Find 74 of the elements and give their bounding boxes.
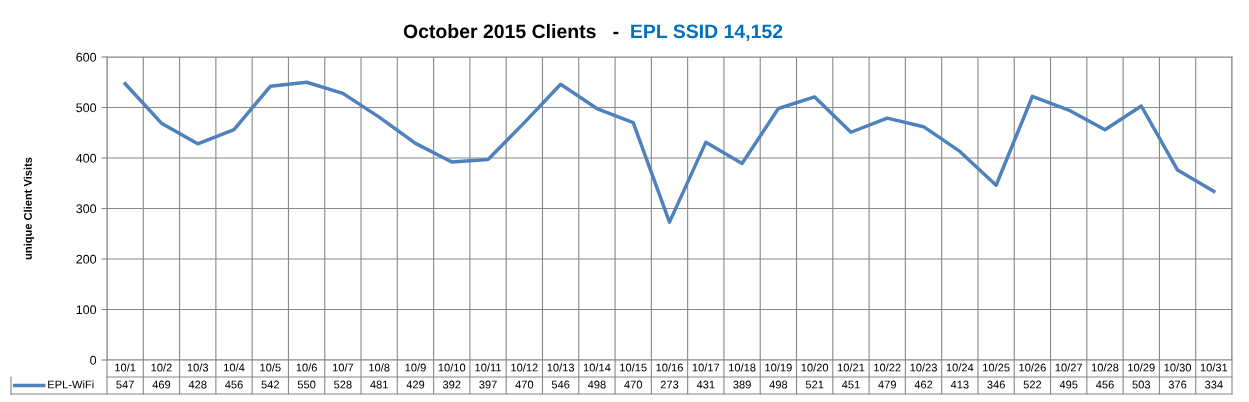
y-axis-title: unique Client Visits — [23, 157, 35, 260]
data-label: 522 — [1023, 380, 1042, 389]
y-tick-label: 600 — [76, 52, 97, 62]
x-tick-label: 10/28 — [1091, 363, 1119, 372]
x-tick-label: 10/17 — [692, 363, 720, 372]
data-label: 429 — [406, 380, 425, 389]
data-label: 470 — [624, 380, 643, 389]
data-label: 479 — [878, 380, 896, 389]
legend-label: EPL-WiFi — [48, 380, 94, 389]
x-tick-label: 10/12 — [511, 363, 538, 372]
data-label: 413 — [950, 380, 969, 389]
x-tick-label: 10/3 — [187, 363, 209, 372]
data-label: 389 — [733, 380, 751, 389]
data-label: 546 — [551, 380, 570, 389]
x-tick-label: 10/27 — [1055, 363, 1083, 372]
data-label: 392 — [442, 380, 461, 389]
x-tick-label: 10/20 — [801, 363, 829, 372]
x-tick-label: 10/14 — [583, 363, 611, 372]
data-label: 451 — [841, 380, 860, 389]
x-tick-label: 10/24 — [946, 363, 974, 372]
data-label: 456 — [225, 380, 243, 389]
data-label: 495 — [1059, 380, 1078, 389]
data-label: 498 — [769, 380, 788, 389]
x-tick-label: 10/5 — [260, 363, 281, 372]
y-tick-label: 400 — [76, 153, 97, 163]
data-label: 456 — [1095, 380, 1114, 389]
x-tick-label: 10/13 — [547, 363, 575, 372]
data-label: 498 — [587, 380, 606, 389]
x-tick-label: 10/31 — [1200, 363, 1228, 372]
line-series — [123, 80, 1216, 224]
y-tick-label: 100 — [76, 305, 97, 315]
data-label: 376 — [1168, 380, 1187, 389]
data-label: 346 — [987, 380, 1005, 389]
data-label: 470 — [515, 380, 534, 389]
data-label: 462 — [914, 380, 933, 389]
data-label: 334 — [1205, 380, 1223, 389]
data-label: 550 — [297, 380, 316, 389]
x-tick-label: 10/10 — [438, 363, 466, 372]
x-tick-label: 10/16 — [656, 363, 683, 372]
data-label: 528 — [334, 380, 352, 389]
x-tick-label: 10/18 — [729, 363, 756, 372]
y-tick-label: 200 — [76, 254, 97, 264]
x-tick-label: 10/25 — [983, 363, 1010, 372]
x-tick-label: 10/1 — [115, 363, 136, 372]
data-label: 547 — [116, 380, 134, 389]
x-tick-label: 10/11 — [475, 363, 501, 372]
x-tick-label: 10/22 — [874, 363, 901, 372]
data-label: 503 — [1132, 380, 1151, 389]
x-tick-label: 10/2 — [151, 363, 172, 372]
x-tick-label: 10/19 — [765, 363, 792, 372]
x-tick-label: 10/8 — [369, 363, 390, 372]
data-label: 431 — [696, 380, 715, 389]
y-tick-label: 300 — [76, 204, 97, 214]
chart-title: October 2015 Clients - — [403, 23, 619, 39]
data-label: 469 — [152, 380, 171, 389]
x-tick-label: 10/7 — [332, 363, 354, 372]
chart-subtitle: EPL SSID 14,152 — [631, 24, 783, 42]
data-label: 481 — [370, 380, 388, 389]
y-tick-label: 0 — [90, 355, 97, 365]
x-tick-label: 10/23 — [910, 363, 937, 372]
x-tick-label: 10/6 — [296, 363, 317, 372]
x-tick-label: 10/29 — [1128, 363, 1155, 372]
y-tick-label: 500 — [76, 103, 97, 113]
x-tick-label: 10/26 — [1019, 363, 1046, 372]
data-label: 542 — [261, 380, 280, 389]
x-tick-label: 10/9 — [405, 363, 426, 372]
data-label: 428 — [188, 380, 207, 389]
data-label: 521 — [805, 380, 824, 389]
data-label: 397 — [479, 380, 497, 389]
x-tick-label: 10/30 — [1164, 363, 1192, 372]
x-tick-label: 10/4 — [224, 363, 245, 372]
x-tick-label: 10/15 — [620, 363, 647, 372]
data-label: 273 — [660, 380, 679, 389]
x-tick-label: 10/21 — [837, 363, 865, 372]
